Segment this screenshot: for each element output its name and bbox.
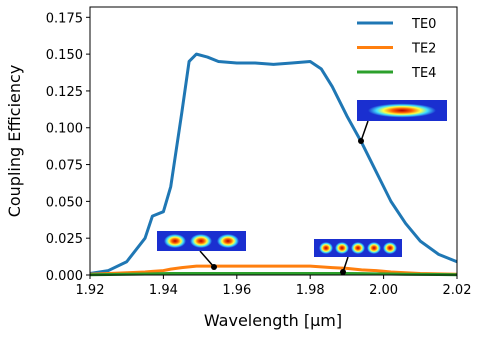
y-tick-label: 0.075 (46, 159, 83, 174)
y-tick-label: 0.000 (46, 269, 83, 284)
y-tick-label: 0.125 (46, 85, 83, 100)
y-axis-label: Coupling Efficiency (5, 65, 24, 218)
x-tick-label: 2.00 (369, 283, 398, 298)
series-line (89, 52, 458, 276)
y-tick-label: 0.025 (46, 232, 83, 247)
y-tick-label: 0.050 (46, 195, 83, 210)
inset-te0 (357, 100, 447, 144)
x-tick-label: 1.94 (149, 283, 178, 298)
y-tick-label: 0.175 (46, 11, 83, 26)
x-tick-label: 1.98 (296, 283, 325, 298)
series-line (89, 264, 458, 276)
inset-te4 (314, 239, 402, 275)
legend-label: TE0 (411, 17, 436, 32)
series-line (89, 272, 458, 277)
x-tick-label: 1.92 (76, 283, 105, 298)
x-axis-label: Wavelength [μm] (204, 311, 342, 330)
y-tick-label: 0.100 (46, 122, 83, 137)
x-tick-label: 2.02 (443, 283, 472, 298)
y-tick-label: 0.150 (46, 48, 83, 63)
legend-label: TE4 (411, 66, 436, 81)
inset-te2 (157, 231, 246, 270)
plot-frame (89, 6, 458, 276)
legend-label: TE2 (411, 42, 436, 57)
x-tick-label: 1.96 (222, 283, 251, 298)
